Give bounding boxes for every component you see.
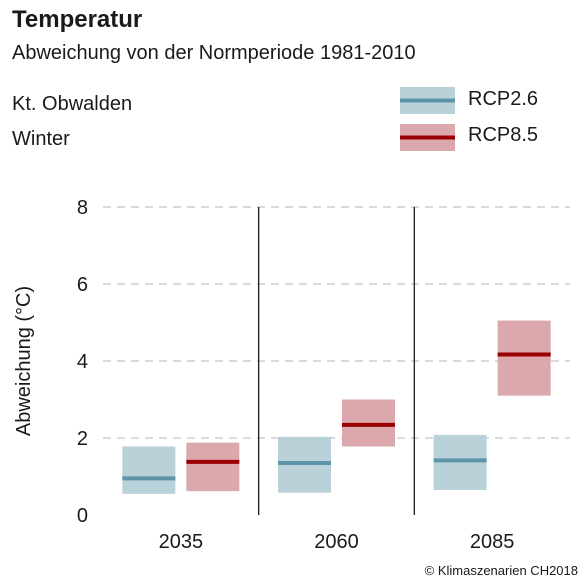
separator-layer xyxy=(258,207,415,515)
x-tick-label-2035: 2035 xyxy=(159,531,204,553)
y-tick-label-0: 0 xyxy=(77,505,88,527)
grid-layer xyxy=(103,206,570,439)
x-tick-label-2085: 2085 xyxy=(470,531,515,553)
chart-title: Temperatur xyxy=(12,6,143,33)
y-tick-label-4: 4 xyxy=(77,351,88,373)
range-band-RCP2.6-2085 xyxy=(433,434,487,490)
legend-label-rcp85: RCP8.5 xyxy=(468,124,539,146)
y-axis-label: Abweichung (°C) xyxy=(13,286,35,436)
legend-layer xyxy=(400,87,455,151)
legend-label-rcp26: RCP2.6 xyxy=(468,88,539,110)
credit-text: © Klimaszenarien CH2018 xyxy=(424,563,578,578)
y-tick-label-2: 2 xyxy=(77,428,88,450)
range-band-RCP8.5-2085 xyxy=(497,320,551,396)
season-label: Winter xyxy=(12,128,70,150)
y-tick-label-6: 6 xyxy=(77,274,88,296)
region-label: Kt. Obwalden xyxy=(12,93,133,115)
y-tick-label-8: 8 xyxy=(77,197,88,219)
x-tick-label-2060: 2060 xyxy=(314,531,359,553)
bars-layer xyxy=(122,320,551,494)
axis-layer: 0 2 4 6 8 Abweichung (°C) 2035 2060 2085 xyxy=(13,197,514,553)
range-band-RCP8.5-2035 xyxy=(186,442,240,492)
chart-subtitle: Abweichung von der Normperiode 1981-2010 xyxy=(12,42,416,64)
range-band-RCP2.6-2035 xyxy=(122,446,176,494)
